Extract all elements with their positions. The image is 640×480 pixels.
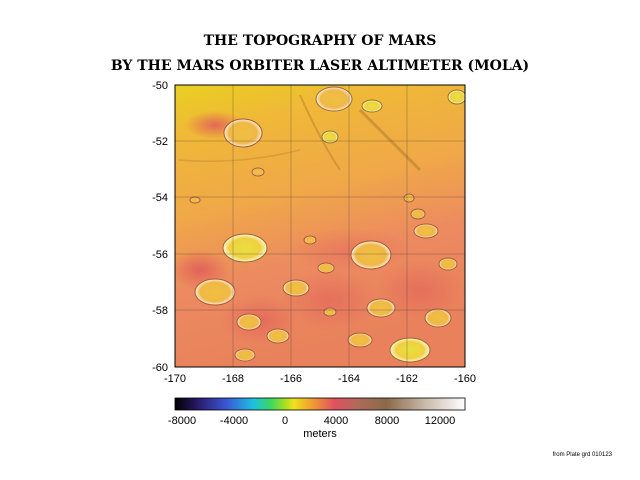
colorbar-tick-label: 12000 [425, 415, 456, 427]
lon-tick-label: -160 [454, 373, 476, 385]
lon-tick-label: -162 [396, 373, 418, 385]
colorbar-unit-label: meters [303, 428, 337, 440]
map-grid [175, 85, 465, 367]
colorbar-ramp [174, 397, 466, 411]
colorbar-tick-label: 4000 [324, 415, 348, 427]
map-frame [174, 84, 466, 368]
lat-tick-label: -52 [152, 136, 168, 148]
colorbar-tick-label: -4000 [220, 415, 248, 427]
lat-tick-label: -54 [152, 192, 168, 204]
colorbar-tick-label: 0 [282, 415, 288, 427]
lat-tick-label: -50 [152, 80, 168, 92]
lon-tick-label: -164 [338, 373, 360, 385]
colorbar-tick-label: -8000 [168, 415, 196, 427]
topography-image [175, 85, 465, 367]
lon-tick-label: -166 [280, 373, 302, 385]
lat-tick-label: -56 [152, 249, 168, 261]
lon-tick-label: -168 [222, 373, 244, 385]
credit-note: from Plate grd 010123 [552, 452, 612, 458]
lat-tick-label: -60 [152, 362, 168, 374]
figure-subtitle: BY THE MARS ORBITER LASER ALTIMETER (MOL… [110, 58, 530, 74]
lon-tick-label: -170 [164, 373, 186, 385]
latitude-axis: -50 -52 -54 -56 -58 -60 [152, 80, 168, 374]
lat-tick-label: -58 [152, 305, 168, 317]
longitude-axis: -170 -168 -166 -164 -162 -160 [164, 373, 476, 385]
figure-title: THE TOPOGRAPHY OF MARS [203, 33, 437, 49]
elevation-colorbar: -8000 -4000 0 4000 8000 12000 meters [168, 397, 466, 440]
colorbar-tick-label: 8000 [375, 415, 399, 427]
